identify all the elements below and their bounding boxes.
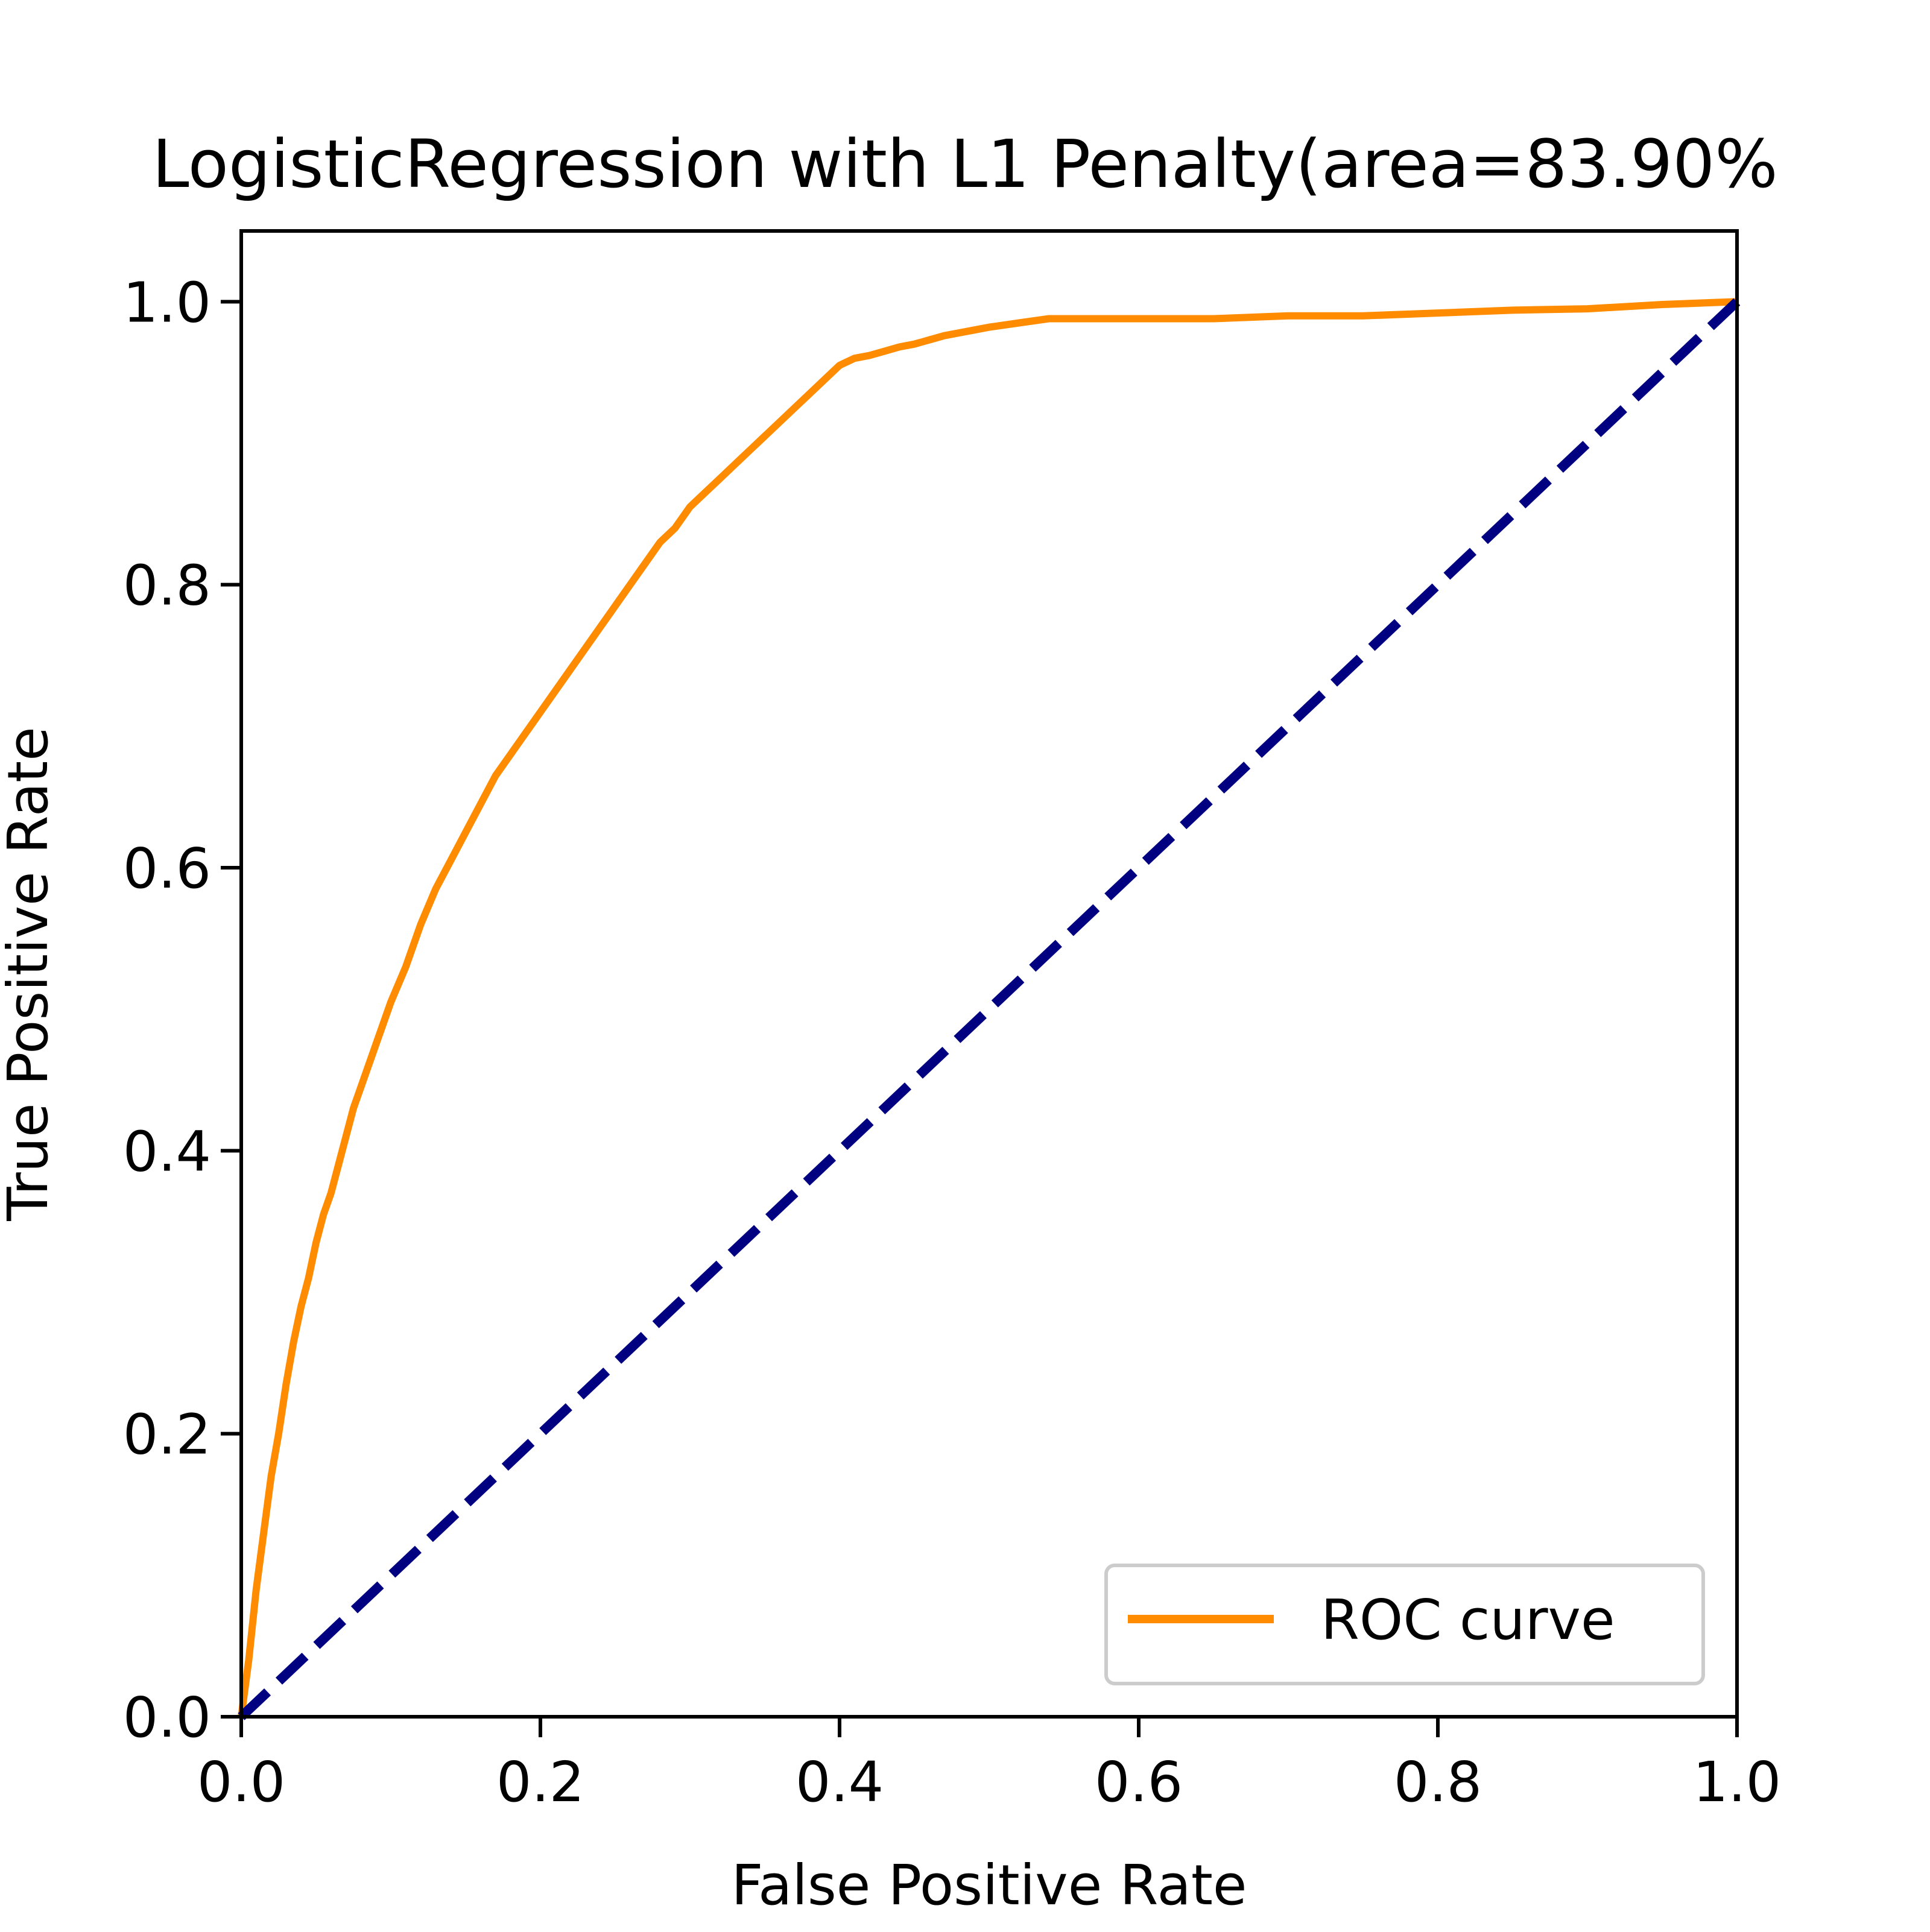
y-axis-label: True Positive Rate	[0, 727, 60, 1222]
legend-label-roc: ROC curve	[1321, 1588, 1615, 1652]
diagonal-reference-line	[238, 298, 1741, 1720]
x-tick-label: 0.6	[1095, 1750, 1183, 1814]
y-tick-label: 0.8	[123, 554, 211, 618]
chart-title: LogisticRegression with L1 Penalty(area=…	[152, 125, 1778, 203]
axes-frame	[239, 229, 1739, 1719]
y-axis-ticks: 0.0 0.2 0.4 0.6 0.8 1.0	[123, 270, 241, 1750]
y-tick-label: 0.4	[123, 1119, 211, 1184]
y-tick-label: 1.0	[123, 270, 211, 335]
roc-curve-line	[238, 298, 1738, 1717]
y-tick-label: 0.6	[123, 836, 211, 901]
x-tick-label: 1.0	[1693, 1750, 1781, 1814]
x-tick-label: 0.2	[496, 1750, 584, 1814]
plot-area	[238, 298, 1741, 1720]
legend: ROC curve	[1104, 1564, 1705, 1685]
x-tick-label: 0.8	[1394, 1750, 1482, 1814]
x-axis-label: False Positive Rate	[731, 1853, 1247, 1918]
y-tick-label: 0.2	[123, 1403, 211, 1467]
legend-box	[1104, 1564, 1705, 1685]
x-axis-ticks: 0.0 0.2 0.4 0.6 0.8 1.0	[197, 1717, 1781, 1814]
y-tick-label: 0.0	[123, 1685, 211, 1750]
x-tick-label: 0.0	[197, 1750, 285, 1814]
x-tick-label: 0.4	[796, 1750, 884, 1814]
